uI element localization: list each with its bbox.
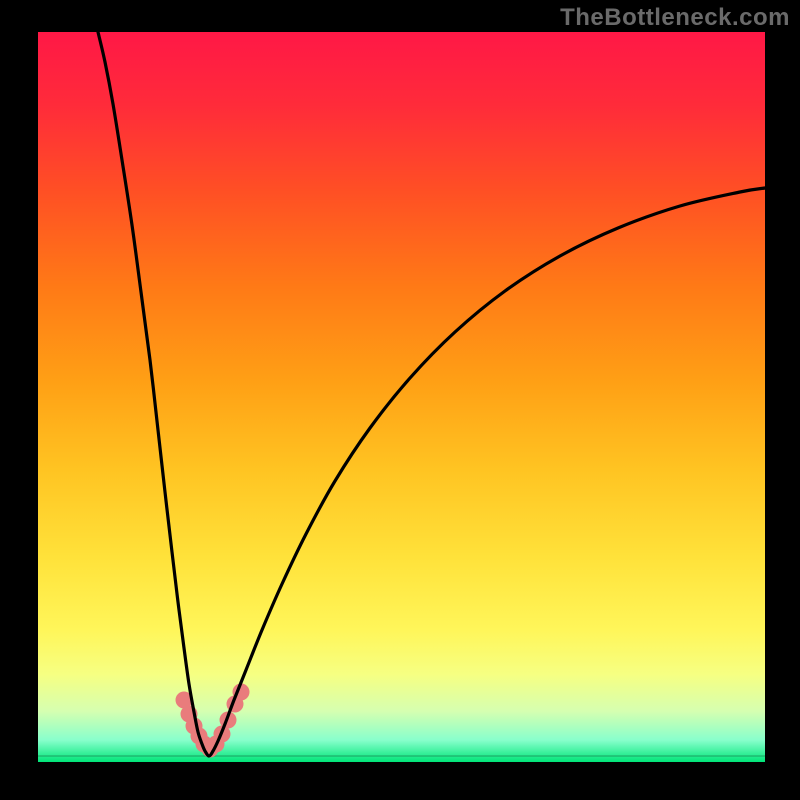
chart-container: TheBottleneck.com bbox=[0, 0, 800, 800]
plot-background-gradient bbox=[38, 32, 765, 762]
bottleneck-chart bbox=[0, 0, 800, 800]
watermark-text: TheBottleneck.com bbox=[560, 4, 790, 32]
